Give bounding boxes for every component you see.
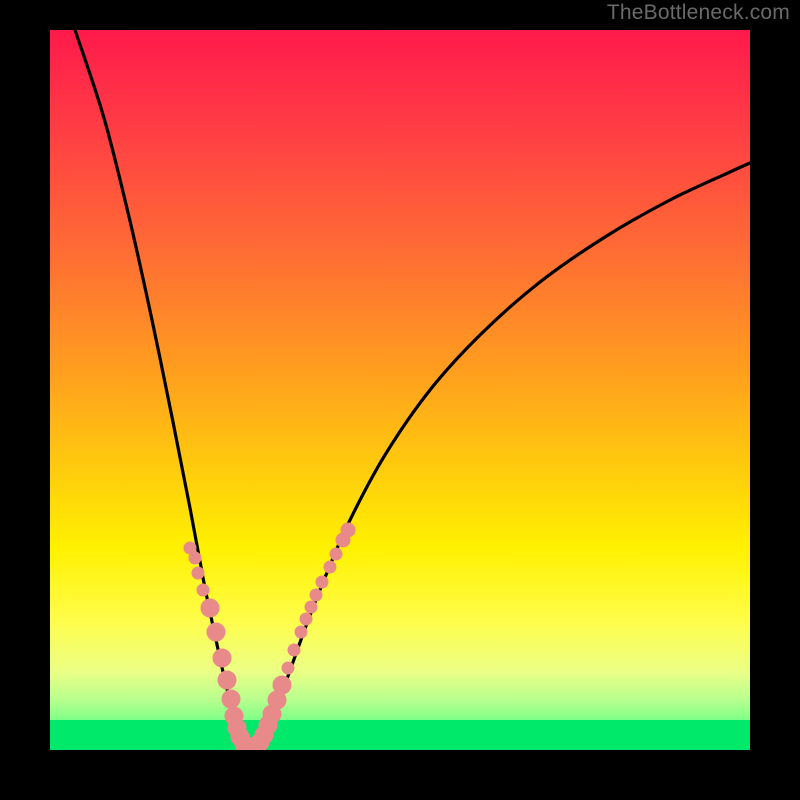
data-marker <box>330 548 342 560</box>
data-marker <box>218 671 236 689</box>
chart-svg <box>0 0 800 800</box>
data-marker <box>300 613 312 625</box>
plot-bottom-green-band <box>50 720 750 752</box>
data-marker <box>316 576 328 588</box>
chart-stage: TheBottleneck.com <box>0 0 800 800</box>
data-marker <box>305 601 317 613</box>
data-marker <box>295 626 307 638</box>
data-marker <box>273 676 291 694</box>
data-marker <box>288 644 300 656</box>
data-marker <box>192 567 204 579</box>
data-marker <box>197 584 209 596</box>
data-marker <box>310 589 322 601</box>
data-marker <box>282 662 294 674</box>
data-marker <box>207 623 225 641</box>
data-marker <box>341 523 355 537</box>
watermark-text: TheBottleneck.com <box>607 0 790 25</box>
plot-background-gradient <box>50 30 750 750</box>
data-marker <box>201 599 219 617</box>
data-marker <box>222 690 240 708</box>
data-marker <box>324 561 336 573</box>
data-marker <box>213 649 231 667</box>
data-marker <box>189 552 201 564</box>
